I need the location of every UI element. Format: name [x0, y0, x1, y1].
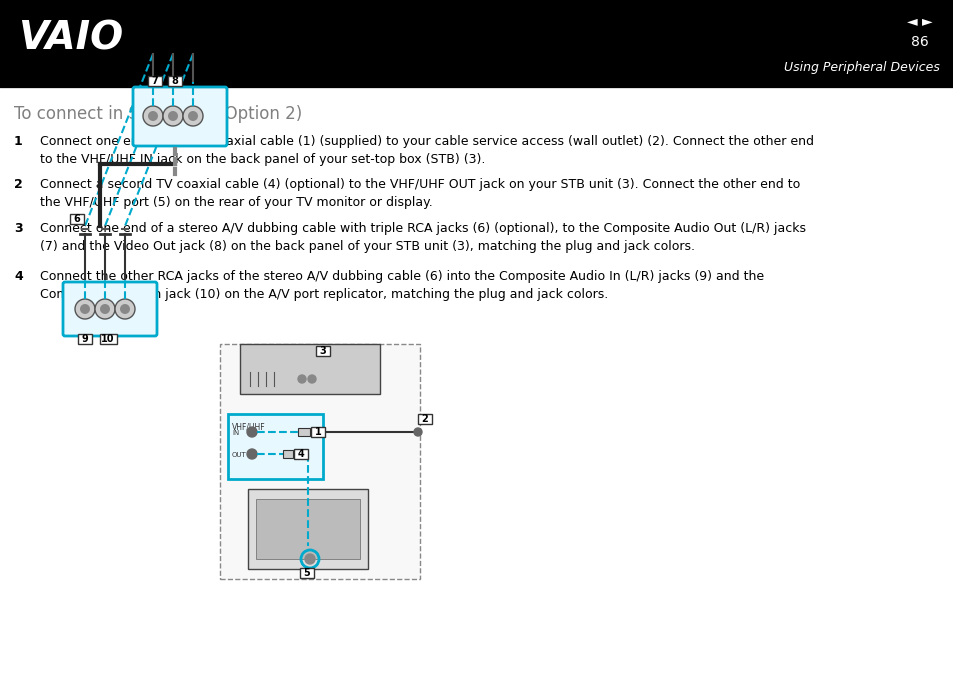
Circle shape	[183, 106, 203, 126]
Circle shape	[247, 427, 256, 437]
Circle shape	[95, 299, 115, 319]
Text: 6: 6	[73, 214, 80, 224]
Text: 1: 1	[314, 427, 321, 437]
FancyBboxPatch shape	[78, 334, 91, 344]
Text: 4: 4	[297, 449, 304, 459]
FancyBboxPatch shape	[311, 427, 325, 437]
FancyBboxPatch shape	[417, 414, 432, 424]
Bar	[297, 428, 310, 436]
Text: 1: 1	[14, 135, 23, 148]
Bar	[220, 344, 419, 579]
Circle shape	[148, 111, 158, 121]
Text: 2: 2	[14, 178, 23, 191]
FancyBboxPatch shape	[132, 87, 227, 146]
Circle shape	[115, 299, 135, 319]
Text: Connect one end of a stereo A/V dubbing cable with triple RCA jacks (6) (optiona: Connect one end of a stereo A/V dubbing …	[40, 222, 805, 253]
Circle shape	[143, 106, 163, 126]
Circle shape	[297, 375, 306, 383]
Text: 4: 4	[14, 270, 23, 283]
FancyBboxPatch shape	[63, 282, 157, 336]
Text: Connect the other RCA jacks of the stereo A/V dubbing cable (6) into the Composi: Connect the other RCA jacks of the stere…	[40, 270, 763, 301]
Text: VAIO: VAIO	[18, 19, 123, 57]
Circle shape	[100, 304, 110, 314]
Bar	[0, 0, 953, 88]
Text: Connect a second TV coaxial cable (4) (optional) to the VHF/UHF OUT jack on your: Connect a second TV coaxial cable (4) (o…	[40, 178, 800, 209]
Bar	[240, 344, 379, 394]
FancyBboxPatch shape	[100, 334, 117, 344]
Bar	[248, 489, 368, 569]
Circle shape	[168, 111, 178, 121]
Text: Connect one end of the TV coaxial cable (1) (supplied) to your cable service acc: Connect one end of the TV coaxial cable …	[40, 135, 813, 166]
Circle shape	[75, 299, 95, 319]
Text: VHF/UHF: VHF/UHF	[232, 422, 265, 431]
Circle shape	[80, 304, 90, 314]
Text: Using Peripheral Devices: Using Peripheral Devices	[783, 61, 939, 75]
Circle shape	[414, 428, 421, 436]
Bar	[255, 499, 359, 559]
Text: 3: 3	[14, 222, 23, 235]
Text: 8: 8	[172, 76, 178, 86]
FancyBboxPatch shape	[299, 568, 314, 578]
Text: 5: 5	[303, 568, 310, 578]
Circle shape	[163, 106, 183, 126]
FancyBboxPatch shape	[168, 76, 182, 86]
Text: 86: 86	[910, 35, 928, 49]
Text: OUT: OUT	[232, 452, 247, 458]
Circle shape	[308, 375, 315, 383]
Text: 7: 7	[152, 76, 158, 86]
Circle shape	[120, 304, 130, 314]
FancyBboxPatch shape	[315, 346, 330, 356]
Circle shape	[247, 449, 256, 459]
Text: 10: 10	[101, 334, 114, 344]
Text: ◄ ►: ◄ ►	[906, 15, 932, 29]
Circle shape	[188, 111, 198, 121]
Text: 9: 9	[82, 334, 89, 344]
FancyBboxPatch shape	[148, 76, 162, 86]
Bar	[228, 414, 323, 479]
Text: IN: IN	[232, 430, 239, 436]
Circle shape	[305, 554, 314, 564]
Text: 2: 2	[421, 414, 428, 424]
Text: To connect in STB mode (Option 2): To connect in STB mode (Option 2)	[14, 105, 302, 123]
FancyBboxPatch shape	[70, 214, 84, 224]
Text: 3: 3	[319, 346, 326, 356]
FancyBboxPatch shape	[294, 449, 308, 459]
Bar	[283, 450, 293, 458]
